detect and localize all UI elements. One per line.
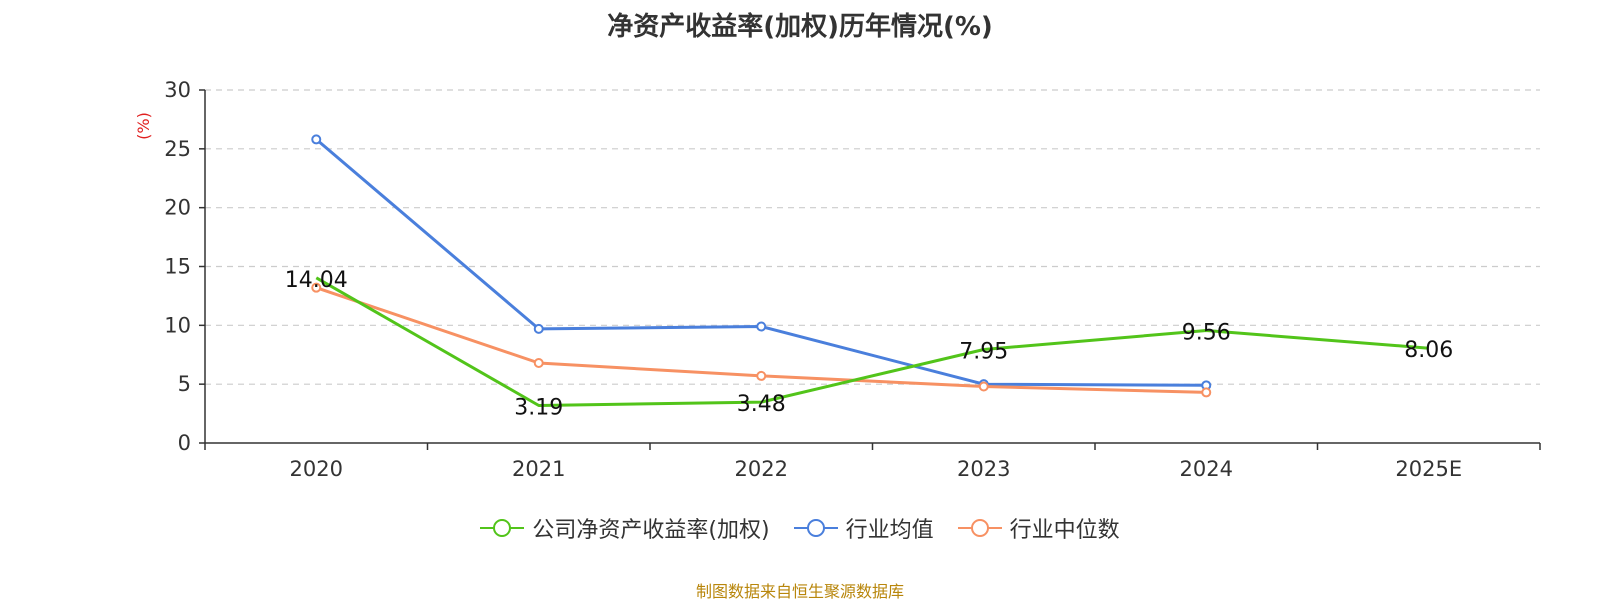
legend-label-company-roe: 公司净资产收益率(加权) bbox=[532, 518, 770, 543]
legend: 公司净资产收益率(加权) 行业均值 行业中位数 bbox=[0, 512, 1600, 544]
series-2-point-2024 bbox=[1201, 387, 1212, 398]
y-tick-label-15: 15 bbox=[164, 255, 191, 279]
series-2-point-2023 bbox=[978, 381, 989, 392]
series-lines bbox=[311, 134, 1429, 407]
y-tick-label-25: 25 bbox=[164, 137, 191, 161]
series-1-point-2022 bbox=[756, 321, 767, 332]
series-1-point-2020 bbox=[311, 134, 322, 145]
y-tick-label-5: 5 bbox=[178, 372, 191, 396]
legend-company-roe-icon bbox=[480, 519, 525, 537]
y-tick-label-10: 10 bbox=[164, 313, 191, 337]
y-tick-label-0: 0 bbox=[178, 431, 191, 455]
series-1-point-2021 bbox=[533, 323, 544, 334]
legend-label-industry-mean: 行业均值 bbox=[845, 518, 934, 543]
legend-industry-mean-icon bbox=[793, 519, 838, 537]
y-tick-label-30: 30 bbox=[164, 78, 191, 102]
legend-label-industry-median: 行业中位数 bbox=[1009, 518, 1120, 543]
series-2-point-2021 bbox=[533, 357, 544, 368]
series-2-point-2020 bbox=[311, 282, 322, 293]
series-line-1 bbox=[315, 138, 1207, 387]
y-axis-label: (%) bbox=[134, 112, 153, 140]
x-tick-label-2025E: 2025E bbox=[1395, 457, 1462, 481]
series-line-0 bbox=[315, 276, 1429, 407]
legend-item-industry-mean[interactable]: 行业均值 bbox=[793, 512, 934, 544]
series-2-point-2022 bbox=[756, 370, 767, 381]
source-note: 制图数据来自恒生聚源数据库 bbox=[695, 582, 904, 601]
x-tick-label-2024: 2024 bbox=[1180, 457, 1233, 481]
legend-item-industry-median[interactable]: 行业中位数 bbox=[957, 512, 1120, 544]
legend-item-company-roe[interactable]: 公司净资产收益率(加权) bbox=[480, 512, 770, 544]
data-label-2021: 3.19 bbox=[514, 395, 563, 420]
x-tick-label-2023: 2023 bbox=[957, 457, 1010, 481]
data-label-2023: 7.95 bbox=[959, 339, 1008, 364]
data-label-2024: 9.56 bbox=[1182, 321, 1231, 346]
data-labels: 14.04 3.19 3.48 7.95 9.56 8.06 bbox=[285, 268, 1453, 421]
chart-title: 净资产收益率(加权)历年情况(%) bbox=[607, 12, 993, 42]
data-label-2025E: 8.06 bbox=[1404, 338, 1453, 363]
axes: 0 5 10 15 20 25 30 (%) 2020 2021 2022 2023 2024 2025E bbox=[134, 78, 1541, 481]
legend-industry-median-icon bbox=[957, 519, 1002, 537]
data-label-2022: 3.48 bbox=[737, 392, 786, 417]
x-tick-label-2020: 2020 bbox=[290, 457, 343, 481]
x-tick-label-2021: 2021 bbox=[512, 457, 565, 481]
y-tick-label-20: 20 bbox=[164, 196, 191, 220]
data-label-2020: 14.04 bbox=[285, 268, 348, 293]
x-tick-label-2022: 2022 bbox=[735, 457, 788, 481]
